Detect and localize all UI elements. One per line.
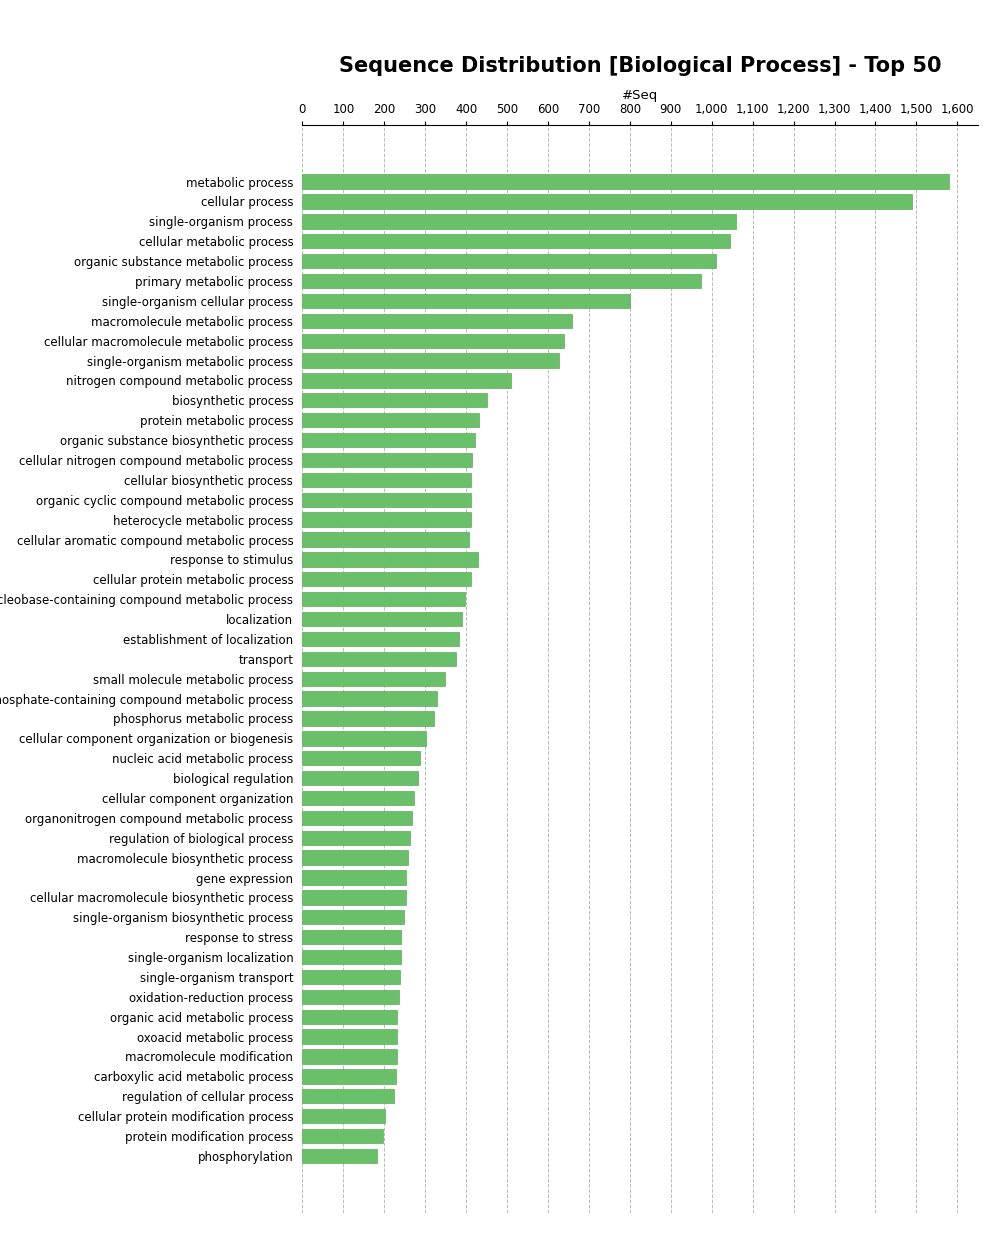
Bar: [302, 492, 472, 508]
Bar: [302, 552, 478, 566]
Bar: [302, 274, 702, 289]
Bar: [302, 432, 475, 447]
Bar: [302, 870, 405, 885]
Bar: [302, 334, 563, 348]
Bar: [302, 612, 462, 626]
Bar: [302, 711, 434, 725]
Bar: [302, 214, 736, 229]
Bar: [302, 532, 470, 546]
Bar: [302, 731, 426, 745]
Bar: [302, 990, 398, 1004]
Bar: [302, 1129, 383, 1144]
Bar: [302, 374, 511, 388]
Bar: [302, 572, 472, 586]
Bar: [302, 394, 488, 408]
Bar: [302, 452, 473, 468]
Bar: [302, 234, 730, 249]
Bar: [302, 651, 456, 666]
Bar: [302, 294, 630, 308]
Bar: [302, 811, 412, 825]
Bar: [302, 1149, 377, 1162]
Bar: [302, 890, 405, 905]
Bar: [302, 691, 436, 706]
Bar: [302, 512, 472, 526]
Bar: [302, 910, 404, 925]
Bar: [302, 751, 420, 765]
Bar: [302, 631, 459, 646]
X-axis label: #Seq: #Seq: [622, 89, 658, 101]
Bar: [302, 254, 716, 269]
Bar: [302, 671, 445, 686]
Bar: [302, 1109, 385, 1124]
Bar: [302, 354, 559, 367]
Bar: [302, 1089, 394, 1104]
Bar: [302, 771, 418, 785]
Bar: [302, 1049, 397, 1064]
Bar: [302, 830, 409, 845]
Bar: [302, 930, 401, 944]
Bar: [302, 791, 413, 805]
Bar: [302, 194, 912, 209]
Bar: [302, 472, 472, 488]
Bar: [302, 950, 401, 964]
Bar: [302, 412, 479, 428]
Title: Sequence Distribution [Biological Process] - Top 50: Sequence Distribution [Biological Proces…: [339, 56, 941, 76]
Bar: [302, 314, 572, 328]
Bar: [302, 1010, 397, 1024]
Bar: [302, 175, 950, 189]
Bar: [302, 592, 466, 606]
Bar: [302, 1030, 397, 1044]
Bar: [302, 850, 408, 865]
Bar: [302, 1069, 396, 1084]
Bar: [302, 970, 400, 984]
